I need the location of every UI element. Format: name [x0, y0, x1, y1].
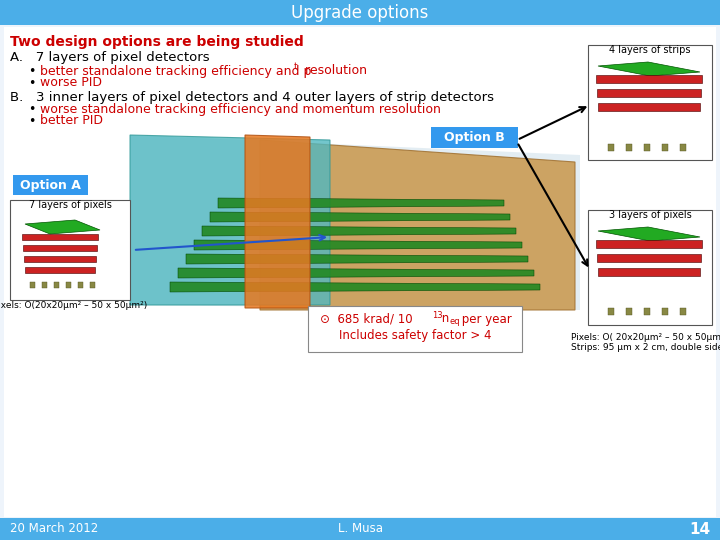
Polygon shape [644, 308, 650, 315]
Polygon shape [210, 212, 510, 222]
Polygon shape [680, 308, 686, 315]
Polygon shape [178, 268, 534, 278]
Polygon shape [680, 144, 686, 151]
Text: •: • [28, 103, 35, 116]
Text: 4 layers of strips: 4 layers of strips [609, 45, 690, 55]
FancyBboxPatch shape [4, 27, 716, 517]
Polygon shape [608, 144, 614, 151]
Polygon shape [596, 75, 702, 83]
Text: better PID: better PID [40, 114, 103, 127]
Text: 3 layers of pixels: 3 layers of pixels [608, 210, 691, 220]
Polygon shape [662, 144, 668, 151]
Polygon shape [596, 240, 702, 248]
Polygon shape [662, 308, 668, 315]
Polygon shape [186, 254, 528, 264]
Text: resolution: resolution [301, 64, 367, 78]
Text: worse PID: worse PID [40, 77, 102, 90]
Text: 14: 14 [689, 522, 710, 537]
Text: Two design options are being studied: Two design options are being studied [10, 35, 304, 49]
Polygon shape [25, 220, 100, 234]
Polygon shape [597, 254, 701, 262]
Polygon shape [598, 227, 700, 241]
FancyBboxPatch shape [308, 306, 522, 352]
Text: Option A: Option A [19, 179, 81, 192]
Polygon shape [598, 268, 700, 276]
Text: •: • [28, 64, 35, 78]
Polygon shape [130, 135, 330, 305]
Text: ⊙  685 krad/ 10: ⊙ 685 krad/ 10 [320, 313, 413, 326]
FancyBboxPatch shape [588, 45, 712, 160]
Polygon shape [42, 282, 47, 288]
Polygon shape [170, 282, 540, 292]
Polygon shape [598, 103, 700, 111]
Polygon shape [194, 240, 522, 250]
Text: better standalone tracking efficiency and p: better standalone tracking efficiency an… [40, 64, 311, 78]
Text: eq: eq [449, 318, 459, 327]
Text: B.   3 inner layers of pixel detectors and 4 outer layers of strip detectors: B. 3 inner layers of pixel detectors and… [10, 91, 494, 104]
Polygon shape [608, 308, 614, 315]
Polygon shape [626, 308, 632, 315]
Polygon shape [23, 245, 97, 251]
Text: Includes safety factor > 4: Includes safety factor > 4 [338, 329, 491, 342]
Text: L. Musa: L. Musa [338, 523, 382, 536]
Polygon shape [30, 282, 35, 288]
Text: 20 March 2012: 20 March 2012 [10, 523, 98, 536]
FancyBboxPatch shape [13, 175, 88, 195]
FancyBboxPatch shape [431, 127, 518, 148]
Polygon shape [24, 256, 96, 262]
Polygon shape [597, 89, 701, 97]
Polygon shape [90, 282, 95, 288]
Text: per year: per year [458, 313, 512, 326]
Polygon shape [202, 226, 516, 236]
Polygon shape [245, 135, 310, 308]
Text: •: • [28, 77, 35, 90]
Text: Upgrade options: Upgrade options [292, 4, 428, 22]
Text: 13: 13 [432, 310, 443, 320]
FancyBboxPatch shape [588, 210, 712, 325]
FancyBboxPatch shape [0, 518, 720, 540]
Polygon shape [22, 234, 98, 240]
Text: •: • [28, 114, 35, 127]
Polygon shape [78, 282, 83, 288]
Polygon shape [130, 135, 580, 310]
Polygon shape [54, 282, 59, 288]
Polygon shape [598, 62, 700, 76]
Text: Pixels: O(20x20μm² – 50 x 50μm²): Pixels: O(20x20μm² – 50 x 50μm²) [0, 300, 147, 309]
Text: 7 layers of pixels: 7 layers of pixels [29, 200, 112, 210]
Text: worse standalone tracking efficiency and momentum resolution: worse standalone tracking efficiency and… [40, 103, 441, 116]
Text: Pixels: O( 20x20μm² – 50 x 50μm²): Pixels: O( 20x20μm² – 50 x 50μm²) [572, 333, 720, 341]
FancyBboxPatch shape [10, 200, 130, 300]
Text: Option B: Option B [444, 132, 505, 145]
Polygon shape [260, 140, 575, 310]
Text: n: n [438, 313, 449, 326]
Polygon shape [25, 267, 95, 273]
Polygon shape [66, 282, 71, 288]
Polygon shape [218, 198, 504, 208]
FancyBboxPatch shape [0, 0, 720, 25]
Text: A.   7 layers of pixel detectors: A. 7 layers of pixel detectors [10, 51, 210, 64]
Polygon shape [626, 144, 632, 151]
Text: Strips: 95 μm x 2 cm, double sided: Strips: 95 μm x 2 cm, double sided [571, 342, 720, 352]
Text: t: t [294, 62, 297, 71]
Polygon shape [644, 144, 650, 151]
